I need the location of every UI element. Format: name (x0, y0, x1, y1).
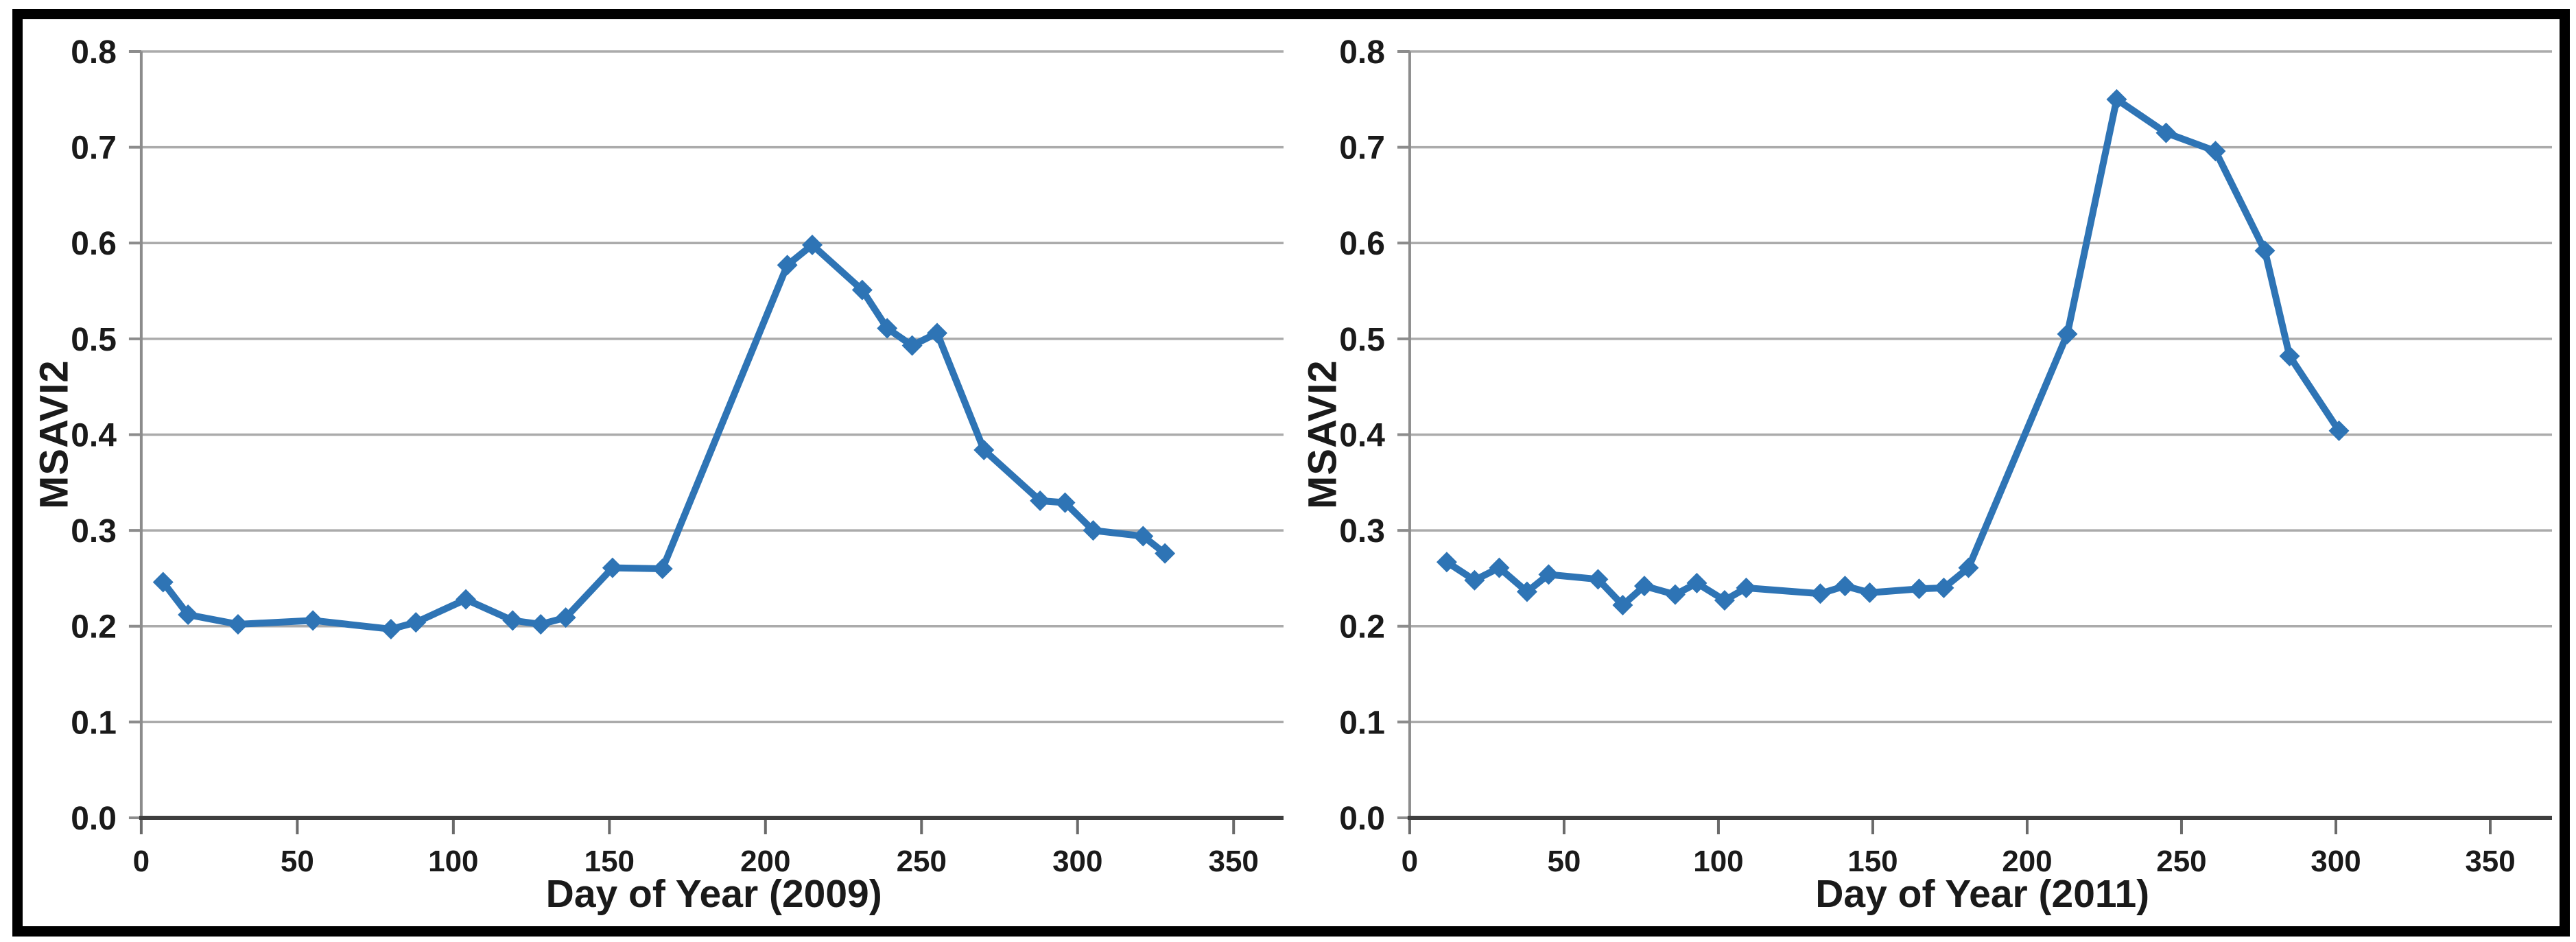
data-point-marker (1030, 490, 1051, 511)
y-tick-label: 0.4 (1339, 417, 1385, 454)
data-point-marker (877, 318, 898, 339)
chart-msavi2-2011: 0.0 0.1 0.2 0.3 0.4 0.5 0.6 0.7 0.8 0 50 100 150 200 2… (1291, 19, 2560, 926)
y-tick-label: 0.8 (71, 34, 117, 71)
y-tick-label: 0.4 (71, 417, 117, 454)
x-tick-label: 350 (1209, 845, 1259, 878)
x-tick-label: 50 (281, 845, 314, 878)
y-tick-label: 0.3 (71, 513, 117, 550)
charts-row: 0.0 0.1 0.2 0.3 0.4 0.5 0.6 0.7 0.8 0 50 100 150 200 2… (23, 19, 2560, 926)
x-tick-label: 100 (428, 845, 478, 878)
x-tick-label: 150 (584, 845, 635, 878)
y-tick-label: 0.1 (1339, 705, 1385, 741)
chart-msavi2-2009: 0.0 0.1 0.2 0.3 0.4 0.5 0.6 0.7 0.8 0 50 100 150 200 2… (23, 19, 1291, 926)
data-point-marker (1859, 582, 1880, 603)
data-point-marker (2279, 346, 2300, 367)
y-tick-label: 0.2 (71, 609, 117, 646)
data-point-marker (1612, 595, 1633, 616)
x-tick-label: 300 (1052, 845, 1102, 878)
x-tick-label: 0 (133, 845, 150, 878)
x-tick-label: 250 (2156, 845, 2206, 878)
data-point-marker (1909, 578, 1930, 600)
y-tick-label: 0.6 (71, 226, 117, 262)
data-point-marker (1834, 576, 1856, 597)
data-point-marker (227, 613, 248, 635)
data-point-marker (1714, 590, 1735, 611)
plot-area-2009: 0.0 0.1 0.2 0.3 0.4 0.5 0.6 0.7 0.8 0 50 100 150 200 2… (71, 34, 1284, 878)
figure-frame: 0.0 0.1 0.2 0.3 0.4 0.5 0.6 0.7 0.8 0 50 100 150 200 2… (12, 9, 2570, 937)
y-tick-label: 0.3 (1339, 513, 1385, 550)
y-tick-label: 0.0 (1339, 801, 1385, 837)
data-point-marker (1083, 520, 1104, 541)
data-point-marker (2205, 141, 2226, 162)
data-point-marker (927, 322, 948, 344)
x-tick-label: 150 (1847, 845, 1898, 878)
data-point-marker (555, 607, 576, 628)
data-point-marker (2106, 89, 2127, 110)
y-tick-label: 0.7 (1339, 130, 1385, 167)
x-tick-label: 50 (1547, 845, 1581, 878)
data-point-marker (1133, 526, 1154, 547)
y-tick-label: 0.7 (71, 130, 117, 167)
x-tick-label: 200 (740, 845, 790, 878)
data-point-marker (901, 335, 923, 356)
x-tick-label: 300 (2311, 845, 2361, 878)
data-point-marker (973, 439, 995, 460)
data-point-marker (456, 589, 477, 610)
data-point-marker (2155, 122, 2177, 143)
x-tick-label: 350 (2465, 845, 2515, 878)
data-point-marker (405, 612, 427, 633)
y-tick-label: 0.5 (1339, 322, 1385, 358)
data-point-marker (502, 610, 523, 631)
y-tick-label: 0.2 (1339, 609, 1385, 646)
x-tick-label: 0 (1402, 845, 1418, 878)
x-axis-title-2009: Day of Year (2009) (545, 872, 882, 916)
data-point-marker (1054, 492, 1076, 513)
x-tick-label: 250 (897, 845, 947, 878)
x-tick-label: 200 (2002, 845, 2052, 878)
data-point-marker (380, 618, 401, 639)
y-axis-title-2011: MSAVI2 (1300, 360, 1345, 510)
y-tick-label: 0.6 (1339, 226, 1385, 262)
data-point-marker (777, 255, 798, 276)
data-point-marker (1489, 557, 1510, 578)
data-point-marker (152, 572, 174, 593)
plot-area-2011: 0.0 0.1 0.2 0.3 0.4 0.5 0.6 0.7 0.8 0 50 100 150 200 2… (1339, 34, 2553, 878)
data-point-marker (802, 235, 823, 256)
y-tick-label: 0.5 (71, 322, 117, 358)
y-tick-label: 0.1 (71, 705, 117, 741)
data-point-marker (1516, 581, 1537, 602)
data-point-marker (1810, 583, 1831, 604)
data-point-marker (1736, 577, 1757, 598)
data-point-marker (530, 613, 552, 635)
y-tick-label: 0.8 (1339, 34, 1385, 71)
data-point-marker (851, 279, 873, 301)
y-tick-label: 0.0 (71, 801, 117, 837)
data-point-marker (2057, 323, 2078, 344)
x-tick-label: 100 (1693, 845, 1743, 878)
data-point-marker (1155, 543, 1176, 564)
x-axis-title-2011: Day of Year (2011) (1815, 872, 2150, 916)
data-point-marker (303, 610, 324, 631)
data-point-marker (1686, 572, 1708, 593)
y-axis-title-2009: MSAVI2 (32, 360, 77, 510)
data-point-marker (652, 558, 673, 579)
data-point-marker (602, 557, 623, 578)
